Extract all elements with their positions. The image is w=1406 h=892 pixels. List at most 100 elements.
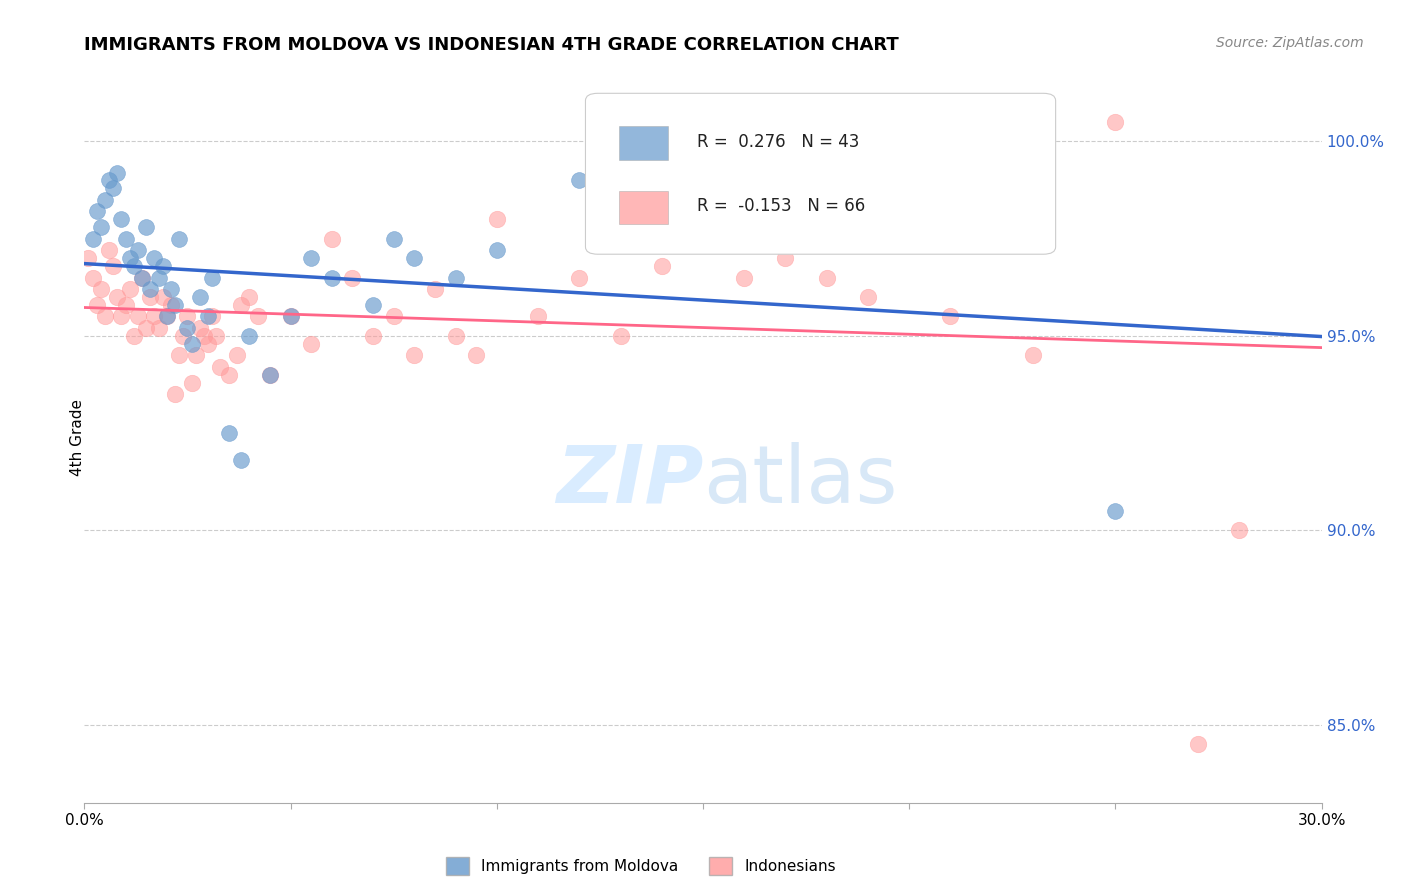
Point	[280, 310, 302, 324]
Y-axis label: 4th Grade: 4th Grade	[70, 399, 84, 475]
Point	[197, 336, 219, 351]
Legend: Immigrants from Moldova, Indonesians: Immigrants from Moldova, Indonesians	[439, 849, 844, 883]
Point	[692, 193, 714, 207]
Point	[1187, 738, 1209, 752]
Point	[122, 329, 145, 343]
Point	[259, 368, 281, 382]
Point	[980, 193, 1002, 207]
Point	[105, 165, 128, 179]
Point	[77, 251, 100, 265]
Point	[114, 298, 136, 312]
Point	[361, 329, 384, 343]
Point	[103, 259, 125, 273]
Point	[201, 270, 224, 285]
Point	[131, 270, 153, 285]
Point	[382, 232, 405, 246]
Point	[118, 251, 141, 265]
Text: ZIP: ZIP	[555, 442, 703, 520]
Point	[226, 348, 249, 362]
Point	[609, 329, 631, 343]
Point	[180, 376, 202, 390]
Point	[218, 426, 240, 441]
Point	[139, 282, 162, 296]
Point	[152, 290, 174, 304]
Point	[94, 310, 117, 324]
Text: IMMIGRANTS FROM MOLDOVA VS INDONESIAN 4TH GRADE CORRELATION CHART: IMMIGRANTS FROM MOLDOVA VS INDONESIAN 4T…	[84, 36, 898, 54]
Point	[1227, 524, 1250, 538]
Text: atlas: atlas	[703, 442, 897, 520]
Point	[184, 348, 207, 362]
Point	[1104, 504, 1126, 518]
Point	[527, 310, 550, 324]
Point	[143, 251, 166, 265]
Point	[299, 251, 322, 265]
Point	[160, 298, 183, 312]
Point	[568, 173, 591, 187]
Point	[775, 251, 797, 265]
FancyBboxPatch shape	[619, 126, 668, 160]
Point	[898, 232, 921, 246]
FancyBboxPatch shape	[619, 191, 668, 224]
Point	[160, 282, 183, 296]
Point	[229, 453, 252, 467]
Point	[131, 270, 153, 285]
Point	[218, 368, 240, 382]
Point	[152, 259, 174, 273]
Point	[444, 329, 467, 343]
Point	[98, 173, 121, 187]
Point	[692, 232, 714, 246]
Point	[568, 270, 591, 285]
Point	[127, 244, 149, 258]
Point	[201, 310, 224, 324]
Point	[259, 368, 281, 382]
Point	[423, 282, 446, 296]
Point	[444, 270, 467, 285]
Point	[180, 336, 202, 351]
Point	[321, 270, 343, 285]
Point	[246, 310, 269, 324]
Point	[167, 232, 190, 246]
Point	[321, 232, 343, 246]
Point	[165, 387, 187, 401]
Point	[176, 310, 198, 324]
Point	[342, 270, 364, 285]
Point	[148, 321, 170, 335]
Point	[299, 336, 322, 351]
FancyBboxPatch shape	[585, 94, 1056, 254]
Point	[280, 310, 302, 324]
Point	[238, 290, 260, 304]
Point	[127, 310, 149, 324]
Point	[94, 193, 117, 207]
Point	[1022, 348, 1045, 362]
Point	[156, 310, 179, 324]
Point	[122, 259, 145, 273]
Point	[229, 298, 252, 312]
Point	[114, 232, 136, 246]
Point	[98, 244, 121, 258]
Text: R =  0.276   N = 43: R = 0.276 N = 43	[697, 133, 859, 151]
Point	[404, 251, 426, 265]
Point	[90, 282, 112, 296]
Point	[82, 232, 104, 246]
Point	[939, 310, 962, 324]
Point	[103, 181, 125, 195]
Point	[148, 270, 170, 285]
Point	[193, 329, 215, 343]
Point	[238, 329, 260, 343]
Point	[980, 153, 1002, 168]
Point	[165, 298, 187, 312]
Point	[188, 321, 211, 335]
Point	[733, 270, 755, 285]
Text: Source: ZipAtlas.com: Source: ZipAtlas.com	[1216, 36, 1364, 50]
Text: R =  -0.153   N = 66: R = -0.153 N = 66	[697, 197, 865, 215]
Point	[856, 290, 879, 304]
Point	[110, 212, 132, 227]
Point	[197, 310, 219, 324]
Point	[651, 259, 673, 273]
Point	[188, 290, 211, 304]
Point	[382, 310, 405, 324]
Point	[815, 270, 838, 285]
Point	[86, 298, 108, 312]
Point	[82, 270, 104, 285]
Point	[86, 204, 108, 219]
